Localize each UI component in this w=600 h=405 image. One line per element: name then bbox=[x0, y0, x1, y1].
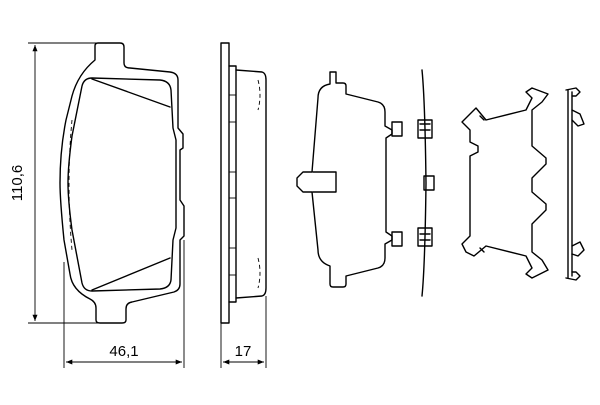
shim-side-tab bbox=[423, 175, 435, 191]
width-label: 46,1 bbox=[109, 343, 138, 360]
shim-side-view bbox=[417, 69, 435, 297]
pad-front-view bbox=[59, 42, 185, 324]
shim-clip-bottom bbox=[391, 231, 403, 247]
spring-clip-side-view bbox=[565, 87, 585, 281]
shim-clip-top bbox=[391, 121, 403, 137]
shim-side-clip-top bbox=[417, 119, 433, 139]
width-dimension: 46,1 bbox=[63, 240, 185, 368]
side-backing-plate bbox=[220, 42, 230, 324]
side-friction-block bbox=[228, 65, 267, 303]
spring-clip-front-view bbox=[461, 87, 549, 279]
pad-chamfer-top bbox=[91, 78, 171, 108]
side-wear-dash-bottom bbox=[257, 257, 261, 289]
spring-clip-side-body bbox=[567, 89, 573, 279]
spring-clip-outline bbox=[461, 87, 549, 279]
shim-outline bbox=[296, 71, 393, 288]
side-wear-dash-top bbox=[257, 79, 261, 111]
spring-clip-side-bottom-hook bbox=[565, 271, 581, 281]
shim-side-curve bbox=[421, 69, 427, 297]
height-dimension: 110,6 bbox=[9, 42, 105, 324]
shim-side-clip-bottom bbox=[417, 227, 433, 247]
pad-chamfer-bottom bbox=[91, 257, 171, 291]
shim-front-view bbox=[296, 71, 403, 288]
thickness-label: 17 bbox=[235, 343, 252, 360]
shim-center-notch bbox=[312, 171, 337, 193]
backing-plate-outline bbox=[59, 42, 185, 324]
spring-clip-side-tab-bottom bbox=[571, 241, 585, 257]
spring-clip-side-tab-top bbox=[571, 109, 585, 127]
thickness-dimension: 17 bbox=[220, 296, 267, 368]
friction-pad-outline bbox=[67, 77, 177, 292]
height-label: 110,6 bbox=[9, 165, 26, 201]
wear-line-dashed bbox=[68, 119, 73, 251]
spring-clip-side-top-hook bbox=[565, 87, 581, 97]
spring-clip-hooks bbox=[479, 115, 485, 253]
pad-side-view bbox=[220, 42, 267, 324]
